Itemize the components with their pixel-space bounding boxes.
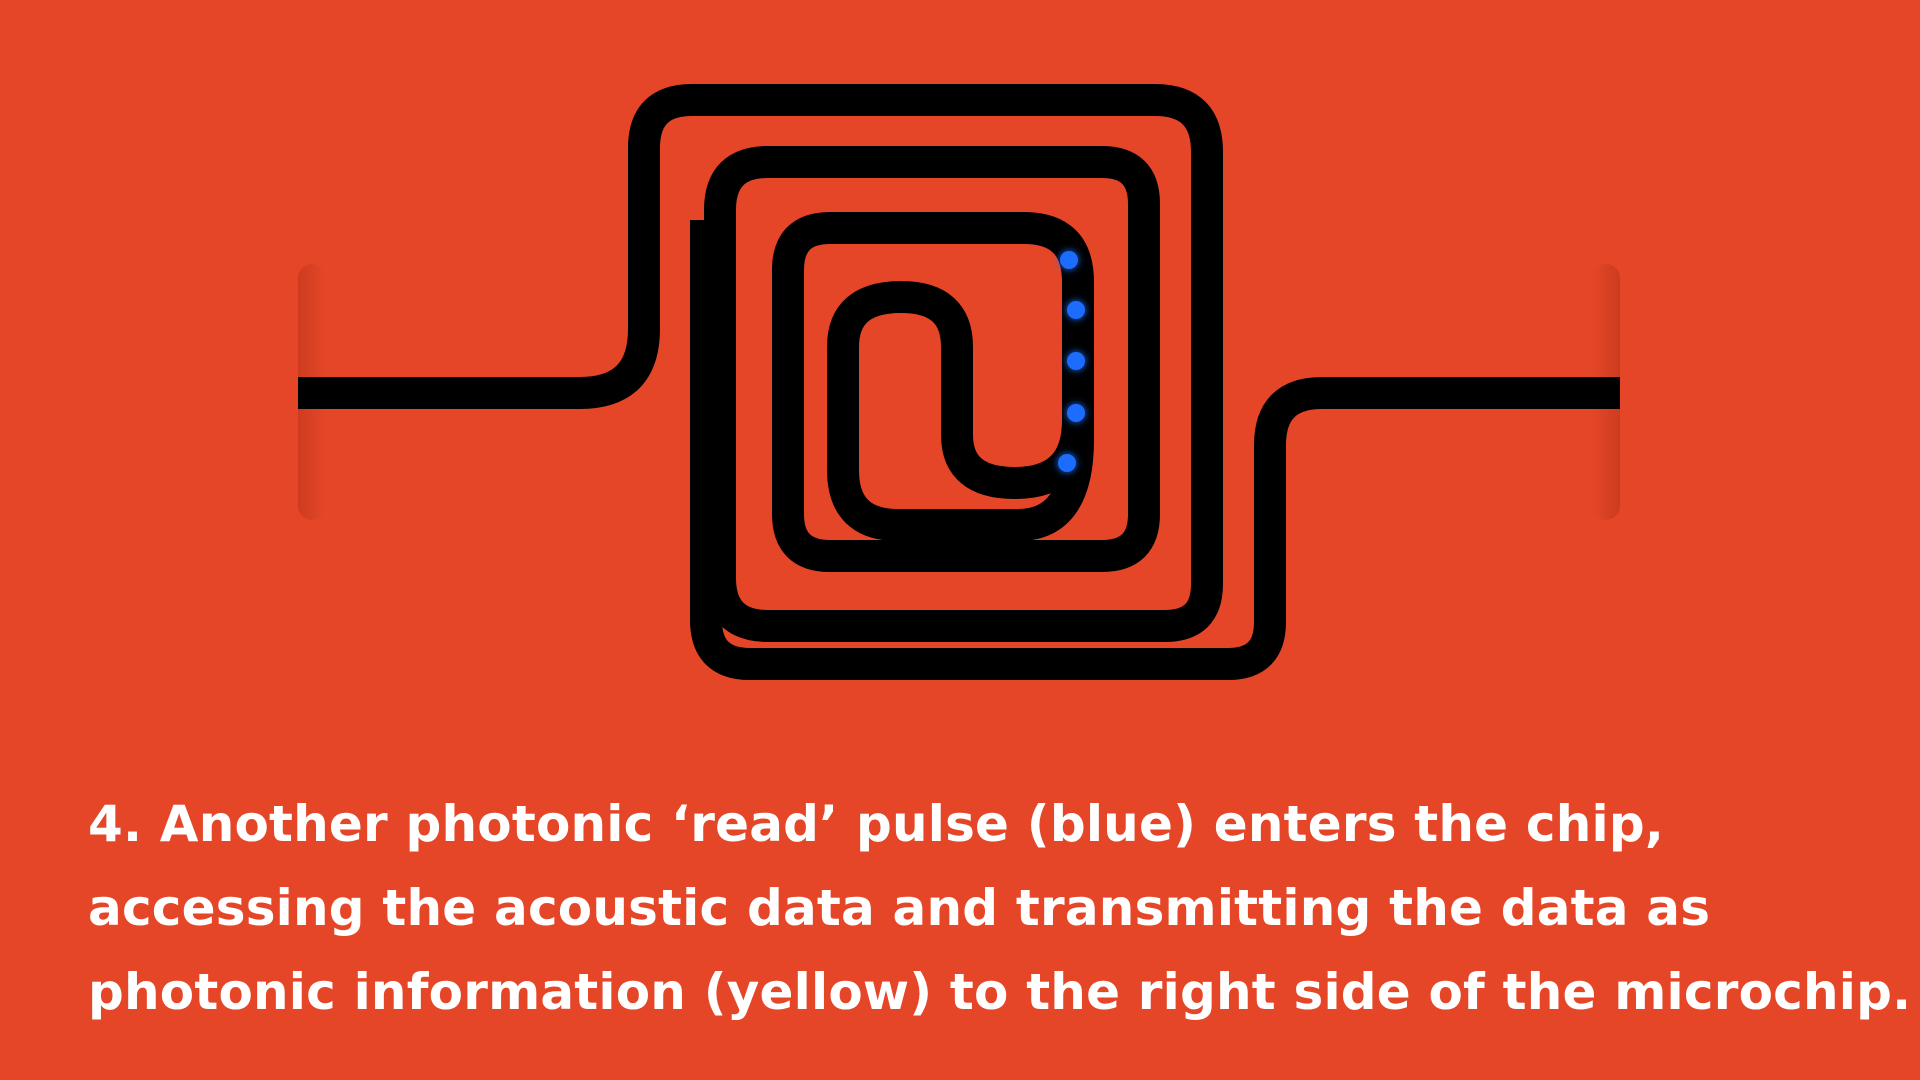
caption-line-2: accessing the acoustic data and transmit… [88,879,1711,937]
read-pulse-dot-icon [1060,251,1078,269]
caption-line-1: 4. Another photonic ‘read’ pulse (blue) … [88,795,1665,853]
read-pulse-dot-icon [1067,352,1085,370]
outer-loop-connector [768,600,1286,680]
output-arm [1254,377,1620,626]
caption-line-3: photonic information (yellow) to the rig… [88,963,1912,1021]
read-pulse-dot-icon [1067,404,1085,422]
outer-loop-wrap [690,220,790,680]
step-caption: 4. Another photonic ‘read’ pulse (blue) … [88,782,1912,1034]
read-pulse-dot-icon [1058,454,1076,472]
spiral-waveguide-icon [298,84,1223,642]
read-pulse-dot-icon [1067,301,1085,319]
read-pulse-group [1058,251,1085,472]
